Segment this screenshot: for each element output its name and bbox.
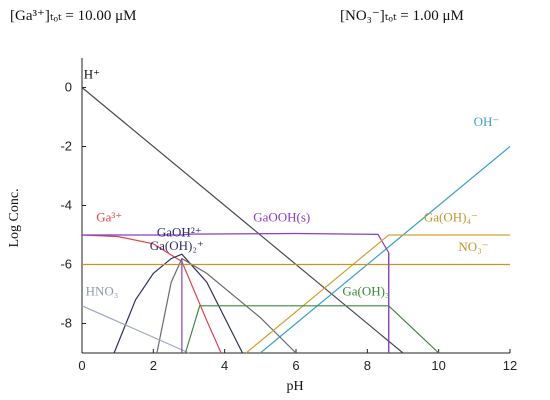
x-tick-label: 8	[364, 358, 371, 373]
header-ga-total: [Ga³⁺]ₜₒₜ = 10.00 μM	[10, 8, 137, 24]
header-no3-total: [NO₃⁻]ₜₒₜ = 1.00 μM	[340, 8, 464, 24]
series-label: GaOOH(s)	[253, 210, 310, 225]
series-label: Ga(OH)₄⁻	[424, 210, 478, 225]
x-tick-label: 4	[221, 358, 228, 373]
series-label: NO₃⁻	[458, 239, 488, 254]
x-axis-label: pH	[286, 379, 303, 394]
series-line-6	[245, 234, 510, 354]
series-line-2	[81, 234, 222, 354]
series-group	[81, 87, 511, 354]
series-label: Ga³⁺	[96, 210, 122, 225]
y-tick-label: -4	[60, 198, 72, 213]
series-labels: H⁺ OH⁻ Ga³⁺ GaOH²⁺Ga(OH)₂⁺ GaOOH(s) Ga(OH)₄⁻ N…	[84, 67, 500, 299]
series-label: Ga(OH)₂⁺	[150, 238, 204, 253]
series-line-8	[81, 305, 190, 354]
x-tick-label: 6	[292, 358, 299, 373]
series-line-0	[81, 87, 404, 354]
x-tick-label: 12	[503, 358, 517, 373]
y-tick-label: -8	[60, 316, 72, 331]
series-label: Ga(OH)₃	[342, 283, 389, 298]
series-label: GaOH²⁺	[157, 224, 202, 239]
series-line-9	[184, 305, 440, 354]
y-axis-label: Log Conc.	[7, 188, 22, 247]
series-line-4	[156, 257, 297, 354]
x-tick-label: 0	[78, 358, 85, 373]
x-tick-label: 2	[150, 358, 157, 373]
series-label: OH⁻	[474, 114, 500, 129]
series-line-1	[259, 146, 511, 354]
x-tick-label: 10	[431, 358, 445, 373]
series-label: HNO₃	[86, 283, 119, 298]
y-tick-label: -6	[60, 257, 72, 272]
series-line-3	[113, 253, 244, 354]
y-tick-label: 0	[65, 80, 72, 95]
series-label: H⁺	[84, 67, 100, 82]
y-tick-label: -2	[60, 139, 72, 154]
